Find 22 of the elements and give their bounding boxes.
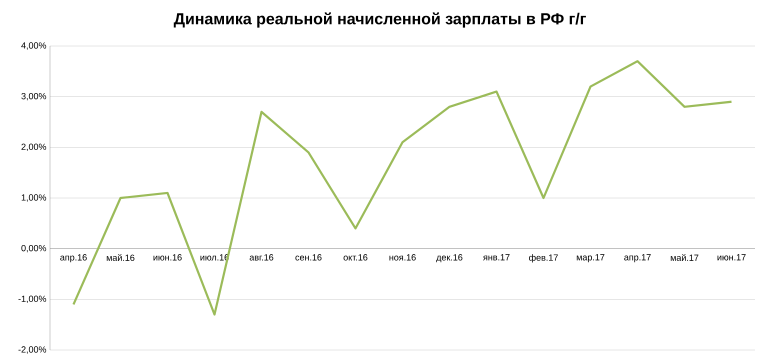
y-tick-label: 0,00%	[21, 244, 46, 252]
x-tick-label: апр.16	[60, 254, 87, 262]
x-tick-label: апр.17	[624, 254, 651, 262]
y-tick-label: 2,00%	[22, 144, 46, 152]
x-tick-label: июн.16	[154, 254, 182, 261]
x-tick-label: май.16	[106, 254, 134, 261]
x-tick-label: сен.16	[295, 254, 322, 261]
x-tick-label: фев.17	[529, 254, 558, 263]
y-tick-label: 1,00%	[22, 194, 46, 202]
x-tick-label: июн.17	[718, 254, 746, 260]
x-tick-label: авг.16	[250, 254, 274, 261]
y-tick-label: 4,00%	[21, 42, 46, 50]
x-tick-label: ноя.16	[390, 254, 416, 261]
y-tick-label: -1,00%	[18, 296, 46, 304]
x-tick-label: дек.16	[436, 254, 462, 262]
x-tick-label: янв.17	[483, 254, 510, 260]
y-tick-label: -2,00%	[18, 346, 46, 354]
x-tick-label: мар.17	[576, 254, 604, 262]
chart-title: Динамика реальной начисленной зарплаты в РФ г/г	[174, 12, 586, 28]
x-tick-label: май.17	[670, 254, 698, 261]
y-tick-label: 3,00%	[21, 92, 46, 100]
x-tick-label: окт.16	[344, 254, 368, 261]
